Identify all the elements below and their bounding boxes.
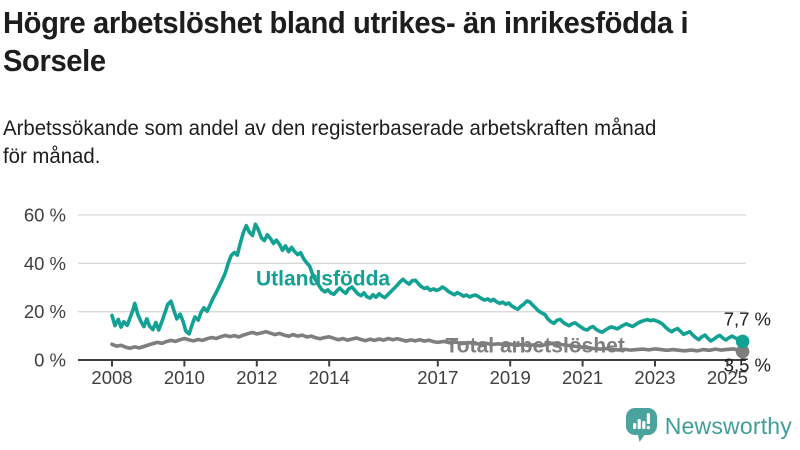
- y-axis-label-60: 60 %: [24, 205, 66, 226]
- newsworthy-branding: Newsworthy: [625, 408, 792, 445]
- series-label-utlandsf-dda: Utlandsfödda: [256, 267, 390, 290]
- x-tick-label-2014: 2014: [309, 367, 350, 388]
- newsworthy-logo-icon: [625, 408, 657, 442]
- logo-bar-chart-glyph: [632, 413, 650, 430]
- x-tick-label-2021: 2021: [562, 367, 603, 388]
- chart-subtitle: Arbetssökande som andel av den registerb…: [3, 115, 789, 171]
- series-endpoint-total-arbetsl-shet: [735, 344, 750, 359]
- x-tick-label-2023: 2023: [634, 367, 675, 388]
- series-line-utlandsf-dda: [110, 222, 745, 344]
- logo-speech-bubble: [625, 408, 657, 442]
- x-tick-label-2012: 2012: [236, 367, 277, 388]
- y-axis-label-20: 20 %: [24, 301, 66, 322]
- x-tick-label-2019: 2019: [490, 367, 531, 388]
- series-label-total-arbetsl-shet: Total arbetslöshet: [446, 335, 625, 358]
- y-axis-label-0: 0 %: [34, 350, 66, 371]
- subtitle-line-1: Arbetssökande som andel av den registerb…: [3, 117, 657, 140]
- x-tick-label-2017: 2017: [417, 367, 458, 388]
- end-value-label-total-arbetsl-shet: 3,5 %: [724, 355, 771, 376]
- title-line-1: Högre arbetslöshet bland utrikes- än inr…: [3, 5, 689, 40]
- series-line-total-arbetsl-shet: [110, 329, 745, 354]
- y-axis-label-40: 40 %: [24, 253, 66, 274]
- series-endpoint-utlandsf-dda: [735, 334, 750, 349]
- x-tick-label-2010: 2010: [164, 367, 205, 388]
- x-tick-label-2025: 2025: [707, 367, 748, 388]
- subtitle-line-2: för månad.: [3, 145, 101, 168]
- logo-exclamation-bar: [646, 413, 650, 424]
- title-line-2: Sorsele: [3, 43, 106, 78]
- end-value-label-utlandsf-dda: 7,7 %: [724, 308, 771, 329]
- page-title: Högre arbetslöshet bland utrikes- än inr…: [3, 4, 764, 80]
- x-tick-label-2008: 2008: [91, 367, 132, 388]
- logo-exclamation-dot: [646, 426, 650, 430]
- brand-name: Newsworthy: [664, 413, 792, 439]
